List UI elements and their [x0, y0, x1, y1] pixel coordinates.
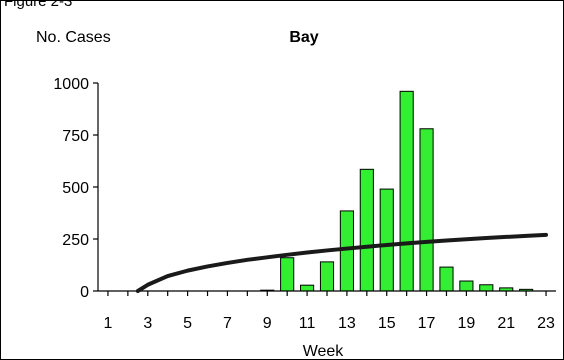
x-tick-label-11: 11 — [299, 315, 316, 332]
bar-week-12 — [319, 261, 335, 292]
trend-curve — [135, 232, 549, 293]
x-tick-label-13: 13 — [338, 315, 356, 332]
x-tick-label-15: 15 — [378, 315, 396, 332]
x-tick-label-19: 19 — [457, 315, 475, 332]
bar-week-10 — [280, 257, 295, 292]
y-tick-label-750: 750 — [62, 128, 89, 145]
y-axis-label: No. Cases — [36, 29, 111, 46]
x-tick-label-23: 23 — [537, 315, 555, 332]
bar-week-17 — [419, 128, 434, 292]
y-tick-label-500: 500 — [62, 180, 89, 197]
bar-week-15 — [379, 188, 394, 292]
bar-week-18 — [439, 266, 454, 292]
chart-title: Bay — [289, 29, 318, 46]
figure-label: Figure 2-3 — [4, 0, 72, 10]
bar-week-14 — [359, 168, 374, 292]
x-tick-label-17: 17 — [418, 315, 436, 332]
x-tick-label-3: 3 — [143, 315, 152, 332]
x-tick-label-5: 5 — [183, 315, 192, 332]
bar-week-20 — [479, 284, 494, 292]
bar-week-16 — [399, 90, 414, 292]
y-tick-label-0: 0 — [80, 284, 89, 301]
bar-week-11 — [300, 284, 315, 292]
y-tick-label-1000: 1000 — [53, 76, 89, 93]
x-tick-label-7: 7 — [223, 315, 232, 332]
x-tick-label-21: 21 — [497, 315, 515, 332]
x-tick-label-1: 1 — [104, 315, 113, 332]
bar-week-19 — [459, 280, 474, 292]
x-tick-label-9: 9 — [263, 315, 272, 332]
x-axis-label: Week — [303, 343, 345, 360]
y-tick-label-250: 250 — [62, 232, 89, 249]
